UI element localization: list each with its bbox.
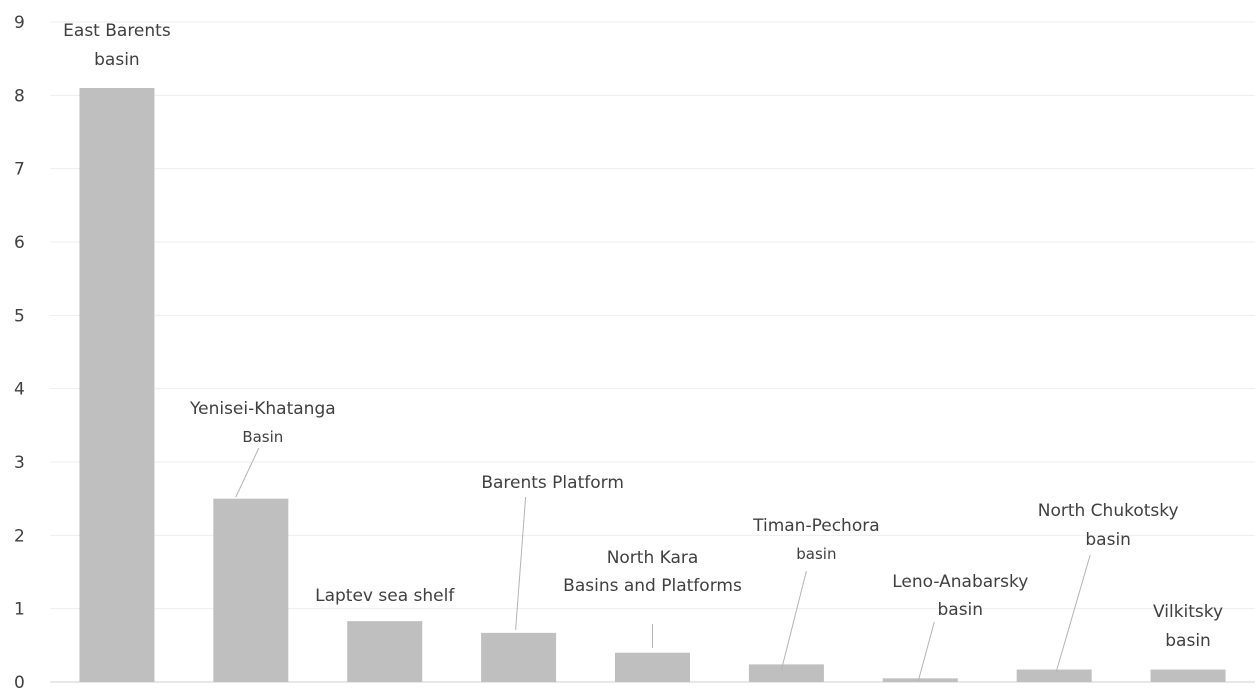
y-tick-label: 8 xyxy=(14,86,25,106)
bar-label: basin xyxy=(796,545,836,563)
y-tick-label: 5 xyxy=(14,306,25,326)
bar-label: Basins and Platforms xyxy=(563,576,742,596)
bar-label: Timan-Pechora xyxy=(752,516,880,536)
bar-label: Laptev sea shelf xyxy=(315,586,455,606)
y-axis: 0 1 2 3 4 5 6 7 8 9 xyxy=(14,13,25,688)
bar-label: North Chukotsky xyxy=(1038,501,1179,521)
bar-label: basin xyxy=(937,600,983,620)
y-tick-label: 2 xyxy=(14,526,25,546)
bar xyxy=(213,499,288,682)
bar-label: basin xyxy=(1085,530,1131,550)
bar xyxy=(1017,670,1092,682)
y-tick-label: 4 xyxy=(14,380,25,400)
bar xyxy=(1151,670,1226,682)
leader-line xyxy=(236,448,259,497)
leader-line xyxy=(918,622,934,681)
leader-line xyxy=(1056,555,1090,672)
bar-label: Leno-Anabarsky xyxy=(892,572,1028,592)
bar-label: basin xyxy=(94,50,140,70)
bar xyxy=(79,88,154,682)
y-tick-label: 9 xyxy=(14,13,25,33)
leader-line xyxy=(781,571,806,670)
bar-label: basin xyxy=(1165,631,1211,651)
bar xyxy=(615,653,690,682)
bar-label: Basin xyxy=(242,428,283,446)
bar-label: Yenisei-Khatanga xyxy=(189,399,336,419)
bar xyxy=(883,678,958,682)
bar xyxy=(347,621,422,682)
leader-line xyxy=(516,497,526,630)
bar-label: Vilkitsky xyxy=(1153,602,1223,622)
y-tick-label: 7 xyxy=(14,160,25,180)
bar xyxy=(481,633,556,682)
bar-label: Barents Platform xyxy=(481,473,624,493)
bar-label: North Kara xyxy=(607,548,699,568)
y-tick-label: 1 xyxy=(14,600,25,620)
bar xyxy=(749,664,824,682)
y-tick-label: 0 xyxy=(14,673,25,688)
y-tick-label: 6 xyxy=(14,233,25,253)
bar-label: East Barents xyxy=(63,21,171,41)
y-tick-label: 3 xyxy=(14,453,25,473)
